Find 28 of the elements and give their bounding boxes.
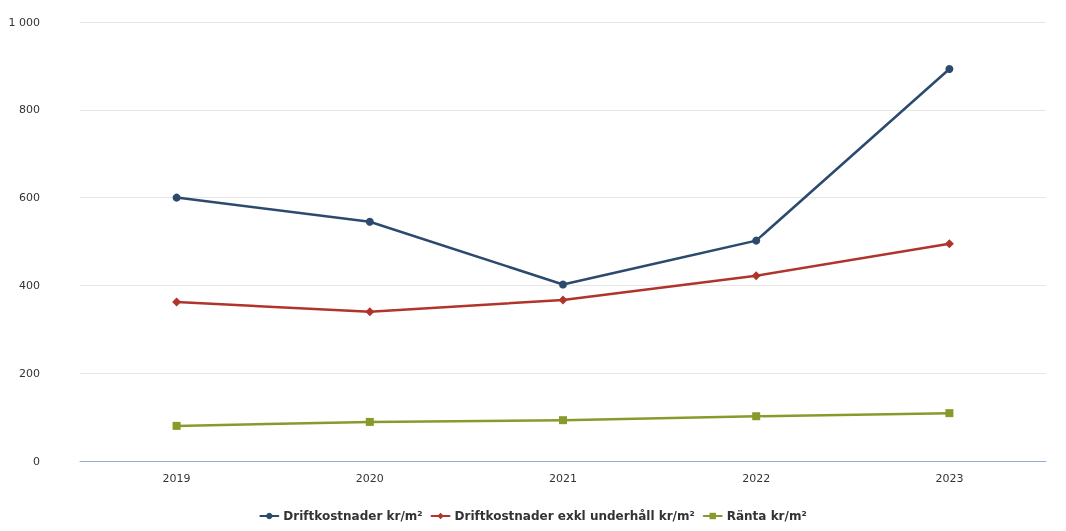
point (172, 193, 181, 202)
point (945, 409, 954, 418)
point (752, 236, 761, 245)
legend-label: Ränta kr/m² (726, 509, 807, 523)
point (365, 217, 374, 226)
legend-label: Driftkostnader kr/m² (283, 509, 423, 523)
y-tick-label: 400 (19, 278, 40, 292)
y-tick-label: 600 (19, 191, 40, 205)
y-tick-label: 200 (19, 366, 40, 380)
point (559, 280, 567, 289)
point (558, 295, 568, 305)
point (944, 239, 954, 249)
x-tick-label: 2022 (742, 472, 771, 485)
y-tick-label: 0 (33, 454, 40, 468)
x-tick-label: 2021 (549, 472, 577, 485)
x-tick-label: 2019 (162, 472, 191, 485)
point (559, 416, 567, 425)
legend-label: Driftkostnader exkl underhåll kr/m² (454, 509, 695, 523)
point (751, 271, 761, 281)
x-tick-label: 2020 (355, 472, 384, 485)
x-tick-label: 2023 (935, 472, 964, 485)
point (365, 307, 375, 317)
point (172, 421, 181, 430)
point (365, 417, 374, 426)
point (945, 64, 954, 73)
point (752, 412, 761, 421)
y-tick-label: 800 (19, 103, 40, 117)
y-tick-label: 1 000 (8, 15, 40, 29)
